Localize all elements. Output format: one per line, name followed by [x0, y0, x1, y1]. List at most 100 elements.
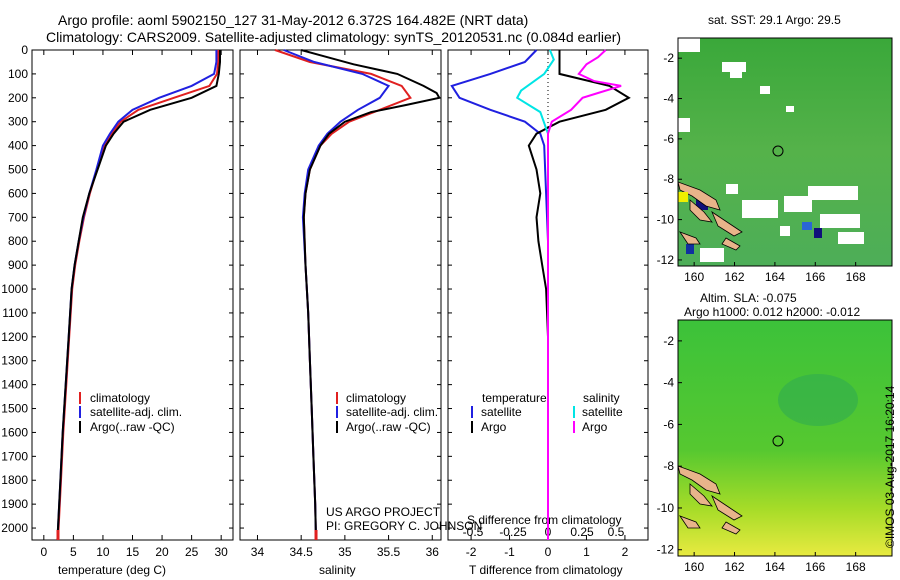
map-y-tick-label: -6 — [663, 417, 674, 431]
depth-tick-label: 1900 — [1, 497, 28, 511]
map-y-tick-label: -10 — [657, 501, 675, 515]
salinity-xlabel: salinity — [319, 563, 356, 577]
s-difference-label: S difference from climatology — [467, 513, 622, 527]
depth-tick-label: 1800 — [1, 473, 28, 487]
legend-label-climatology: climatology — [346, 391, 406, 405]
legend-label-climatology: climatology — [90, 391, 150, 405]
x-tick-label: 2 — [622, 545, 629, 559]
x-tick-label: -1 — [504, 545, 515, 559]
argo-float-marker — [772, 435, 784, 447]
sla-map: Altim. SLA: -0.075 Argo h1000: 0.012 h20… — [657, 291, 893, 574]
temperature-panel: temperature (deg C) 0 5 10 15 20 25 3001002003… — [1, 43, 234, 577]
s-tick-label: 0.25 — [570, 525, 594, 539]
sla-map-title: Altim. SLA: -0.075 — [700, 291, 797, 305]
temperature-legend: climatology satellite-adj. clim. Argo(..… — [79, 391, 182, 434]
s-tick-label: -0.25 — [499, 525, 527, 539]
sst-cloud-gaps — [678, 38, 864, 262]
map-x-tick-label: 168 — [846, 270, 866, 284]
title-line-1: Argo profile: aoml 5902150_127 31-May-20… — [58, 12, 529, 28]
legend-header-salinity: salinity — [583, 391, 620, 405]
x-tick-label: 36 — [426, 545, 440, 559]
legend-label-satellite: satellite-adj. clim. — [346, 405, 438, 419]
pi-label: PI: GREGORY C. JOHNSON — [326, 519, 482, 533]
difference-legend: temperature salinity satellite Argo sate… — [471, 391, 623, 434]
legend-label-s-satellite: satellite — [582, 405, 623, 419]
depth-tick-label: 300 — [8, 115, 28, 129]
map-x-tick-label: 162 — [725, 560, 745, 574]
t-difference-xlabel: T difference from climatology — [469, 563, 623, 577]
depth-tick-label: 1700 — [1, 449, 28, 463]
map-y-tick-label: -10 — [657, 213, 675, 227]
imos-stamp: ©IMOS 03-Aug-2017 16:20:14 — [883, 385, 897, 548]
sst-islands — [678, 181, 743, 251]
depth-tick-label: 700 — [8, 210, 28, 224]
map-y-tick-label: -4 — [663, 92, 674, 106]
x-tick-label: 35.5 — [377, 545, 401, 559]
argo-float-marker — [772, 145, 784, 157]
map-y-tick-label: -12 — [657, 543, 675, 557]
x-tick-label: 34 — [251, 545, 265, 559]
sla-map-frame — [677, 319, 893, 557]
legend-label-s-argo: Argo — [582, 420, 608, 434]
salinity-axes-frame — [239, 49, 442, 541]
depth-tick-label: 1000 — [1, 282, 28, 296]
x-tick-label: 20 — [155, 545, 169, 559]
x-tick-label: 35 — [338, 545, 352, 559]
map-x-tick-label: 166 — [805, 270, 825, 284]
salinity-panel: salinity 34 34.5 35 35.5 36 climatology sate… — [239, 49, 482, 577]
map-x-tick-label: 166 — [805, 560, 825, 574]
series-line-salinity-argo — [547, 49, 622, 540]
sst-warm-patch — [678, 192, 688, 202]
depth-tick-label: 2000 — [1, 521, 28, 535]
depth-tick-label: 1200 — [1, 330, 28, 344]
depth-tick-label: 1400 — [1, 378, 28, 392]
s-tick-label: -0.5 — [463, 525, 484, 539]
depth-tick-label: 1500 — [1, 402, 28, 416]
map-y-tick-label: -4 — [663, 376, 674, 390]
depth-tick-label: 1600 — [1, 425, 28, 439]
series-line-argo-raw-qc- — [56, 50, 221, 541]
sla-map-subtitle: Argo h1000: 0.012 h2000: -0.012 — [684, 305, 860, 319]
map-x-tick-label: 162 — [725, 270, 745, 284]
temperature-xlabel: temperature (deg C) — [58, 563, 166, 577]
series-line-climatology — [57, 50, 220, 541]
sla-islands — [678, 465, 743, 535]
series-line-temperature-argo — [527, 50, 631, 540]
legend-label-argo: Argo(..raw -QC) — [90, 420, 175, 434]
legend-label-t-satellite: satellite — [481, 405, 522, 419]
map-y-tick-label: -2 — [663, 51, 674, 65]
sst-cold-patch — [802, 222, 812, 230]
x-tick-label: -2 — [466, 545, 477, 559]
map-x-tick-label: 168 — [846, 560, 866, 574]
series-line-satellite-adj-clim- — [56, 50, 218, 541]
project-label: US ARGO PROJECT — [326, 505, 441, 519]
series-line-temperature-satellite — [450, 49, 549, 540]
depth-tick-label: 500 — [8, 163, 28, 177]
map-y-tick-label: -8 — [663, 459, 674, 473]
sst-map-title: sat. SST: 29.1 Argo: 29.5 — [708, 13, 841, 27]
sst-cold-patch — [814, 228, 822, 238]
map-y-tick-label: -12 — [657, 253, 675, 267]
x-tick-label: 34.5 — [289, 545, 313, 559]
x-tick-label: 0 — [545, 545, 552, 559]
legend-header-temperature: temperature — [482, 391, 547, 405]
sst-cold-patch — [686, 244, 694, 254]
sst-map: sat. SST: 29.1 Argo: 29.5 — [657, 13, 893, 284]
salinity-legend: climatology satellite-adj. clim. Argo(..… — [336, 391, 438, 434]
map-x-tick-label: 164 — [765, 270, 785, 284]
series-line-satellite-adj-clim- — [283, 49, 391, 541]
s-tick-label: 0.5 — [608, 525, 625, 539]
title-line-2: Climatology: CARS2009. Satellite-adjuste… — [46, 29, 622, 45]
depth-tick-label: 400 — [8, 139, 28, 153]
x-tick-label: 1 — [583, 545, 590, 559]
map-x-tick-label: 164 — [765, 560, 785, 574]
sst-map-frame — [677, 37, 893, 267]
series-line-argo-raw-qc- — [300, 49, 441, 541]
map-x-tick-label: 160 — [684, 560, 704, 574]
map-y-tick-label: -6 — [663, 132, 674, 146]
legend-label-argo: Argo(..raw -QC) — [346, 420, 431, 434]
legend-label-satellite: satellite-adj. clim. — [90, 405, 182, 419]
depth-tick-label: 100 — [8, 67, 28, 81]
x-tick-label: 30 — [214, 545, 228, 559]
